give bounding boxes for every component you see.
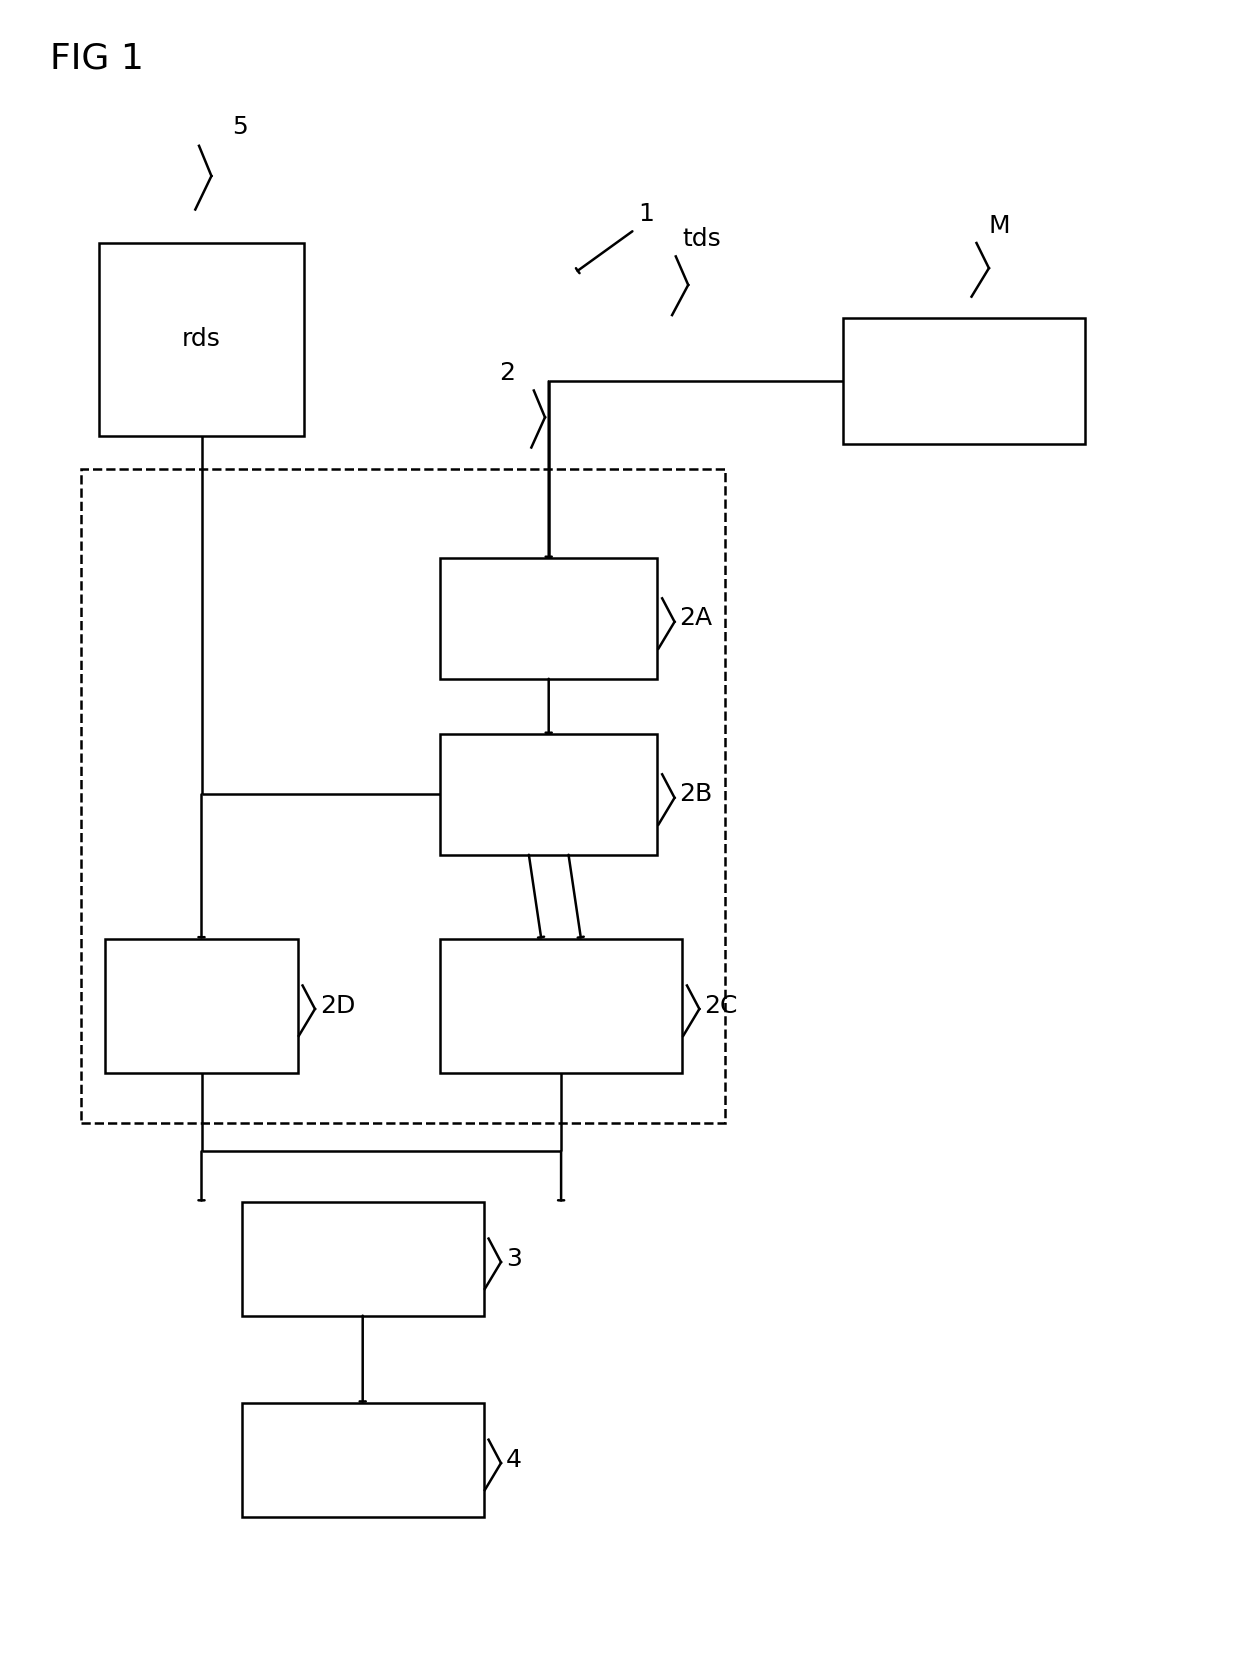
- Text: 2B: 2B: [680, 783, 713, 806]
- Text: 2C: 2C: [704, 994, 738, 1017]
- Text: rds: rds: [182, 327, 221, 352]
- Bar: [99, 243, 304, 436]
- Bar: [242, 1403, 484, 1517]
- Bar: [105, 939, 298, 1073]
- Text: 2: 2: [498, 362, 515, 385]
- Bar: [242, 1202, 484, 1316]
- Text: 2A: 2A: [680, 607, 713, 630]
- Text: 2D: 2D: [320, 994, 356, 1017]
- Bar: [843, 318, 1085, 444]
- Text: M: M: [990, 215, 1011, 238]
- Bar: [440, 939, 682, 1073]
- Bar: [440, 734, 657, 855]
- Text: 3: 3: [506, 1247, 522, 1270]
- Text: FIG 1: FIG 1: [50, 42, 144, 75]
- Bar: [440, 558, 657, 679]
- Text: tds: tds: [682, 228, 720, 251]
- Bar: [81, 469, 725, 1123]
- Text: 4: 4: [506, 1448, 522, 1472]
- Text: 1: 1: [639, 203, 655, 226]
- Text: 5: 5: [233, 116, 248, 139]
